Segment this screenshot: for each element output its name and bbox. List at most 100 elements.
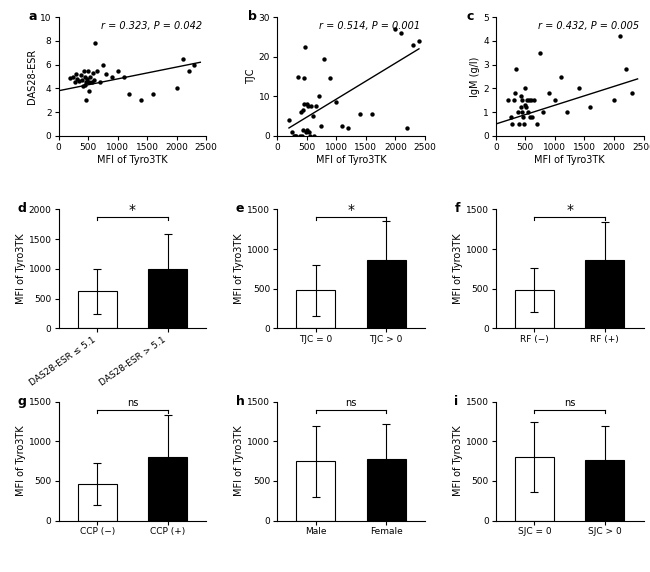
Point <box>81 78 91 87</box>
Point <box>83 66 93 75</box>
Point <box>294 132 305 141</box>
Bar <box>78 484 116 521</box>
Bar <box>367 459 406 521</box>
Point <box>148 90 158 99</box>
Point <box>298 125 308 134</box>
Point <box>535 48 545 57</box>
Point <box>306 102 317 111</box>
Point <box>544 89 554 98</box>
Point <box>538 108 548 117</box>
Point <box>343 124 353 133</box>
Point <box>65 73 75 82</box>
Point <box>297 132 307 141</box>
Y-axis label: MFI of Tyro3TK: MFI of Tyro3TK <box>16 233 26 304</box>
Text: e: e <box>236 202 244 216</box>
Point <box>84 86 94 96</box>
Point <box>136 96 146 105</box>
Point <box>177 54 188 63</box>
X-axis label: MFI of Tyro3TK: MFI of Tyro3TK <box>97 154 168 165</box>
Y-axis label: MFI of Tyro3TK: MFI of Tyro3TK <box>453 426 463 496</box>
Point <box>505 112 515 121</box>
Point <box>516 91 526 100</box>
Point <box>520 84 530 93</box>
Point <box>307 112 318 121</box>
Point <box>508 96 519 105</box>
Point <box>92 66 102 75</box>
Point <box>72 74 83 84</box>
Y-axis label: MFI of Tyro3TK: MFI of Tyro3TK <box>235 426 244 496</box>
Point <box>301 128 311 137</box>
Point <box>562 108 572 117</box>
Text: ns: ns <box>345 398 357 408</box>
Point <box>337 121 347 130</box>
Point <box>527 112 538 121</box>
Point <box>78 81 88 90</box>
Point <box>609 96 619 105</box>
Bar <box>586 260 624 328</box>
Point <box>512 65 522 74</box>
Bar <box>148 269 187 328</box>
Point <box>310 102 320 111</box>
Bar <box>515 290 554 328</box>
Point <box>325 74 335 83</box>
Y-axis label: TJC: TJC <box>246 69 256 84</box>
Point <box>526 96 536 105</box>
Bar <box>367 260 406 328</box>
Point <box>627 89 637 98</box>
Text: *: * <box>348 203 354 217</box>
Point <box>396 29 406 38</box>
Point <box>615 31 625 41</box>
Point <box>408 40 418 49</box>
Point <box>550 96 560 105</box>
Point <box>89 76 99 85</box>
Bar <box>296 290 335 328</box>
Text: f: f <box>454 202 460 216</box>
Text: *: * <box>566 203 573 217</box>
Point <box>305 132 315 141</box>
Point <box>77 76 87 85</box>
Point <box>101 70 111 79</box>
Point <box>118 72 129 81</box>
Point <box>517 96 527 105</box>
Point <box>189 60 200 69</box>
Bar <box>148 457 187 521</box>
Point <box>513 108 523 117</box>
Point <box>510 89 520 98</box>
Text: r = 0.323, P = 0.042: r = 0.323, P = 0.042 <box>101 21 202 31</box>
X-axis label: MFI of Tyro3TK: MFI of Tyro3TK <box>316 154 386 165</box>
Point <box>297 106 307 115</box>
Point <box>517 108 528 117</box>
Point <box>515 103 526 112</box>
Point <box>79 66 89 75</box>
Point <box>287 128 297 137</box>
Text: ns: ns <box>564 398 575 408</box>
Point <box>68 72 79 81</box>
Bar <box>586 460 624 521</box>
Text: r = 0.432, P = 0.005: r = 0.432, P = 0.005 <box>538 21 639 31</box>
Point <box>290 132 300 141</box>
Point <box>300 42 310 51</box>
Point <box>518 112 528 121</box>
Y-axis label: MFI of Tyro3TK: MFI of Tyro3TK <box>16 426 26 496</box>
Point <box>183 66 194 75</box>
Point <box>532 120 542 129</box>
Point <box>70 78 80 87</box>
Point <box>107 72 117 81</box>
Bar <box>78 291 116 328</box>
X-axis label: MFI of Tyro3TK: MFI of Tyro3TK <box>534 154 605 165</box>
Text: *: * <box>129 202 136 217</box>
Point <box>529 96 539 105</box>
Point <box>284 116 294 125</box>
Point <box>303 102 313 111</box>
Point <box>80 72 90 81</box>
Point <box>71 70 81 79</box>
Point <box>289 132 299 141</box>
Point <box>521 103 531 112</box>
Y-axis label: MFI of Tyro3TK: MFI of Tyro3TK <box>453 233 463 304</box>
Point <box>291 132 301 141</box>
Point <box>319 54 330 63</box>
Point <box>88 69 98 78</box>
Point <box>79 80 90 89</box>
Point <box>309 132 319 141</box>
Text: g: g <box>17 395 26 408</box>
